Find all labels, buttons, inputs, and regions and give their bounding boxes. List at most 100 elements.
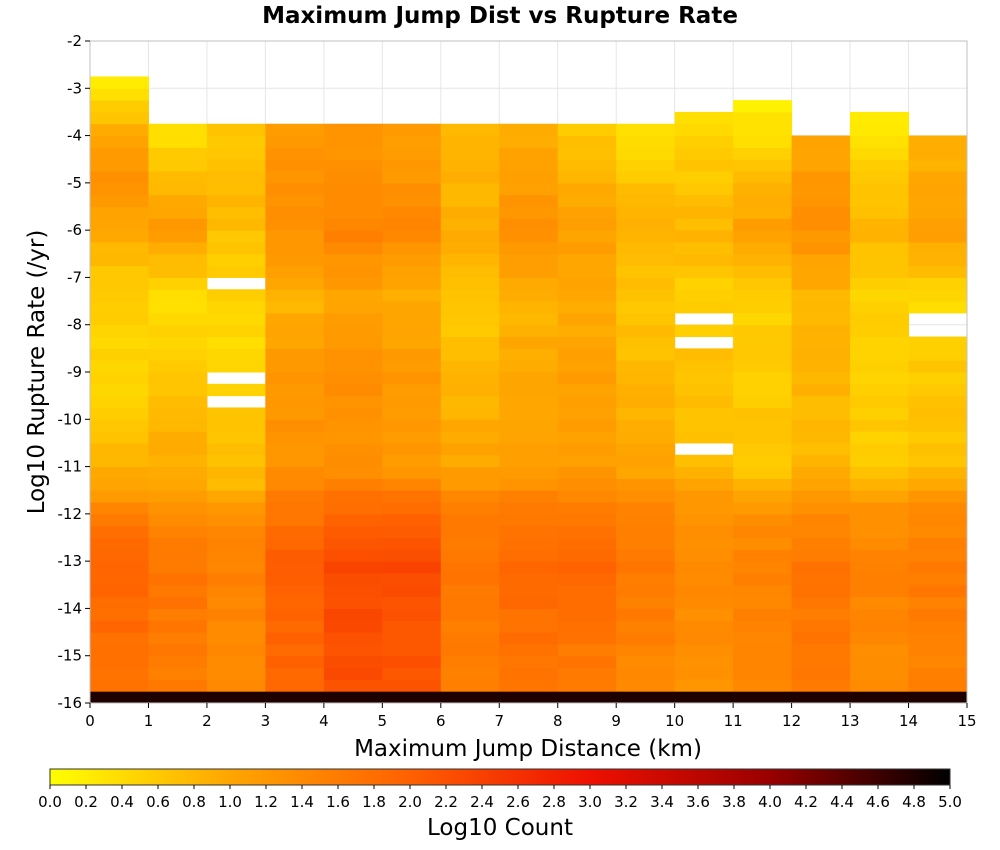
y-tick-label: -7 — [67, 268, 82, 286]
heatmap-cell — [90, 643, 149, 657]
heatmap-cell — [265, 241, 325, 255]
heatmap-cell — [90, 312, 149, 326]
heatmap-cell — [382, 502, 442, 515]
heatmap-cell — [733, 608, 793, 621]
heatmap-cell — [791, 537, 851, 550]
heatmap-cell — [323, 253, 383, 267]
heatmap-cell — [850, 490, 910, 503]
heatmap-cell — [908, 218, 968, 231]
heatmap-cell — [791, 230, 851, 243]
heatmap-cell — [791, 218, 851, 231]
heatmap-cell — [265, 324, 325, 338]
heatmap-cell — [557, 502, 617, 515]
heatmap-cell — [499, 454, 559, 468]
heatmap-cell — [674, 301, 734, 314]
heatmap-cell — [850, 643, 910, 657]
heatmap-cell — [850, 584, 910, 598]
heatmap-cell — [382, 584, 442, 598]
heatmap-cell — [791, 502, 851, 515]
x-tick-label: 13 — [841, 712, 860, 730]
heatmap-cell — [908, 230, 968, 243]
heatmap-cell — [323, 336, 383, 349]
colorbar-tick-label: 4.8 — [902, 793, 926, 811]
heatmap-cell — [674, 691, 734, 704]
heatmap-cell — [440, 596, 500, 609]
y-tick-label: -6 — [67, 221, 82, 239]
heatmap-cell — [265, 442, 325, 456]
heatmap-cell — [791, 147, 851, 160]
heatmap-cell — [440, 123, 500, 137]
heatmap-cell — [616, 360, 676, 373]
heatmap-cell — [908, 537, 968, 550]
heatmap-cell — [440, 632, 500, 645]
heatmap-cell — [323, 277, 383, 290]
heatmap-cell — [265, 525, 325, 538]
heatmap-cell — [323, 549, 383, 562]
heatmap-cell — [616, 147, 676, 160]
heatmap-cell — [323, 502, 383, 515]
heatmap-cell — [148, 407, 208, 420]
heatmap-cell — [148, 206, 208, 219]
heatmap-cell — [674, 277, 734, 290]
heatmap-cell — [674, 679, 734, 692]
heatmap-cell — [557, 194, 617, 207]
heatmap-cell — [557, 383, 617, 397]
heatmap-cell — [148, 241, 208, 255]
heatmap-cell — [265, 667, 325, 680]
heatmap-cell — [90, 277, 149, 290]
heatmap-cell — [382, 561, 442, 574]
heatmap-cell — [616, 336, 676, 349]
heatmap-cell — [674, 407, 734, 420]
x-tick-label: 10 — [665, 712, 684, 730]
heatmap-cell — [616, 537, 676, 550]
heatmap-cell — [440, 490, 500, 503]
chart-title: Maximum Jump Dist vs Rupture Rate — [262, 3, 738, 29]
heatmap-cell — [616, 135, 676, 148]
heatmap-cell — [791, 383, 851, 397]
colorbar-tick-label: 4.6 — [866, 793, 890, 811]
heatmap-cell — [557, 253, 617, 267]
heatmap-cell — [908, 159, 968, 172]
heatmap-cell — [733, 324, 793, 338]
heatmap-cell — [850, 478, 910, 491]
heatmap-cell — [206, 324, 266, 338]
x-tick-label: 8 — [553, 712, 563, 730]
heatmap-cell — [733, 135, 793, 148]
heatmap-cell — [557, 513, 617, 527]
heatmap-cell — [265, 277, 325, 290]
heatmap-cell — [323, 312, 383, 326]
heatmap-cell — [908, 277, 968, 290]
heatmap-cell — [557, 171, 617, 184]
heatmap-cell — [499, 513, 559, 527]
heatmap-cell — [499, 620, 559, 633]
heatmap-cell — [440, 265, 500, 278]
heatmap-cell — [440, 301, 500, 314]
heatmap-cell — [674, 561, 734, 574]
heatmap-cell — [733, 691, 793, 704]
heatmap-cell — [90, 289, 149, 302]
heatmap-cell — [908, 478, 968, 491]
heatmap-cell — [382, 667, 442, 680]
heatmap-cell — [499, 312, 559, 326]
y-tick-label: -16 — [58, 694, 83, 712]
heatmap-cell — [850, 608, 910, 621]
heatmap-cell — [733, 147, 793, 160]
heatmap-cell — [206, 194, 266, 207]
heatmap-cell — [791, 513, 851, 527]
colorbar-tick-label: 2.2 — [434, 793, 458, 811]
heatmap-cell — [499, 679, 559, 692]
heatmap-cell — [557, 419, 617, 432]
heatmap-cell — [382, 679, 442, 692]
heatmap-cell — [323, 454, 383, 468]
heatmap-cell — [499, 135, 559, 148]
heatmap-cell — [148, 537, 208, 550]
heatmap-cell — [499, 182, 559, 196]
heatmap-cell — [557, 372, 617, 385]
heatmap-cell — [90, 324, 149, 338]
heatmap-cell — [382, 372, 442, 385]
heatmap-cell — [148, 289, 208, 302]
heatmap-cell — [382, 608, 442, 621]
heatmap-cell — [791, 159, 851, 172]
heatmap-cell — [908, 549, 968, 562]
